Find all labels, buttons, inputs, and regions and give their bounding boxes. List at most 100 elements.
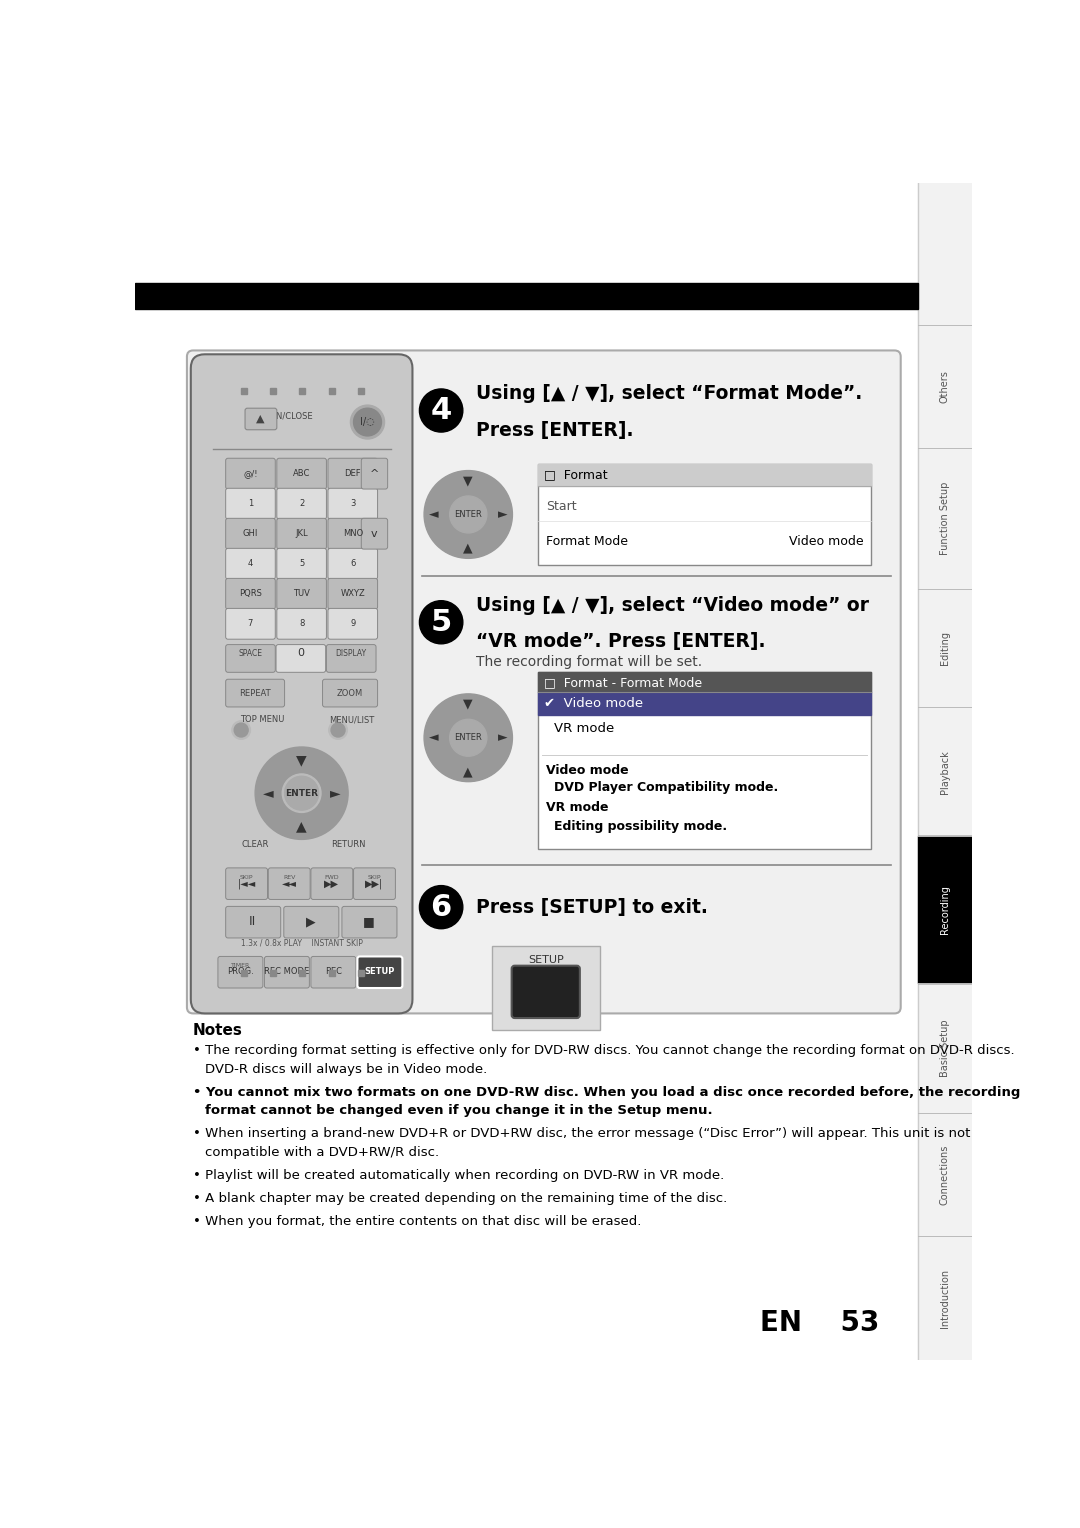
Text: ▼: ▼ (463, 474, 473, 487)
Circle shape (424, 471, 512, 558)
Bar (538, 465, 872, 486)
FancyBboxPatch shape (268, 868, 310, 900)
Text: DVD-R discs will always be in Video mode.: DVD-R discs will always be in Video mode… (205, 1062, 487, 1076)
FancyBboxPatch shape (328, 608, 378, 639)
Text: SPACE: SPACE (239, 648, 262, 657)
Text: ▲: ▲ (296, 819, 307, 833)
Text: Basic Setup: Basic Setup (940, 1019, 950, 1077)
Text: 7: 7 (247, 619, 253, 628)
Text: ►: ► (329, 787, 340, 801)
Text: ▶▶: ▶▶ (324, 879, 339, 888)
Text: REPEAT: REPEAT (240, 689, 271, 698)
FancyBboxPatch shape (512, 966, 580, 1018)
Text: Press [SETUP] to exit.: Press [SETUP] to exit. (476, 897, 707, 917)
Text: WXYZ: WXYZ (340, 590, 365, 599)
FancyBboxPatch shape (328, 549, 378, 579)
FancyBboxPatch shape (226, 680, 284, 707)
Text: ✔  Video mode: ✔ Video mode (544, 697, 644, 711)
FancyBboxPatch shape (328, 518, 378, 549)
Bar (538, 692, 872, 715)
Bar (918, 836, 972, 984)
Text: CLEAR: CLEAR (242, 840, 269, 850)
Text: ◄: ◄ (264, 787, 273, 801)
Text: ▲: ▲ (463, 542, 473, 555)
Text: TOP MENU: TOP MENU (240, 715, 284, 724)
Text: I/◌: I/◌ (361, 417, 375, 426)
FancyBboxPatch shape (276, 518, 326, 549)
Text: REV: REV (283, 876, 296, 880)
Circle shape (328, 721, 348, 740)
Text: ◄◄: ◄◄ (282, 879, 297, 888)
Text: SETUP: SETUP (528, 955, 564, 964)
FancyBboxPatch shape (191, 354, 413, 1013)
Text: format cannot be changed even if you change it in the Setup menu.: format cannot be changed even if you cha… (205, 1105, 713, 1117)
FancyBboxPatch shape (226, 458, 275, 489)
Text: ▼: ▼ (296, 753, 307, 767)
Text: MENU/LIST: MENU/LIST (328, 715, 374, 724)
Text: SKIP: SKIP (240, 876, 254, 880)
Text: VR mode: VR mode (554, 723, 613, 735)
Text: SKIP: SKIP (367, 876, 381, 880)
FancyBboxPatch shape (362, 458, 388, 489)
Bar (918, 183, 972, 1360)
FancyBboxPatch shape (311, 868, 353, 900)
FancyBboxPatch shape (265, 957, 309, 989)
Text: PROG.: PROG. (227, 967, 254, 976)
Circle shape (449, 720, 487, 756)
Text: ◄: ◄ (430, 507, 438, 521)
Text: @/!: @/! (243, 469, 258, 478)
Text: Format Mode: Format Mode (545, 535, 627, 549)
FancyBboxPatch shape (276, 489, 326, 520)
Text: OPEN/CLOSE: OPEN/CLOSE (259, 411, 312, 420)
Text: ▶▶|: ▶▶| (365, 879, 383, 889)
FancyBboxPatch shape (226, 645, 275, 672)
Text: • A blank chapter may be created depending on the remaining time of the disc.: • A blank chapter may be created dependi… (193, 1192, 727, 1206)
Text: Editing: Editing (940, 631, 950, 665)
Text: DISPLAY: DISPLAY (336, 648, 367, 657)
Text: Using [▲ / ▼], select “Video mode” or: Using [▲ / ▼], select “Video mode” or (476, 596, 869, 614)
Circle shape (419, 886, 463, 929)
FancyBboxPatch shape (326, 645, 376, 672)
Text: TUV: TUV (293, 590, 310, 599)
FancyBboxPatch shape (226, 579, 275, 610)
Circle shape (350, 405, 384, 439)
FancyBboxPatch shape (276, 458, 326, 489)
Text: Others: Others (940, 370, 950, 403)
Text: Playback: Playback (940, 750, 950, 793)
Text: DEF: DEF (345, 469, 361, 478)
Circle shape (282, 775, 321, 813)
Text: 2: 2 (299, 500, 305, 509)
Text: ABC: ABC (293, 469, 310, 478)
Text: 3: 3 (350, 500, 355, 509)
Circle shape (332, 723, 345, 736)
FancyBboxPatch shape (357, 957, 403, 989)
Text: □  Format - Format Mode: □ Format - Format Mode (544, 675, 702, 689)
Text: Introduction: Introduction (940, 1268, 950, 1328)
Text: MNO: MNO (342, 529, 363, 538)
Text: ►: ► (498, 507, 508, 521)
FancyBboxPatch shape (276, 608, 326, 639)
Text: ▼: ▼ (463, 697, 473, 711)
FancyBboxPatch shape (226, 518, 275, 549)
Text: REC MODE: REC MODE (265, 967, 310, 976)
Text: GHI: GHI (243, 529, 258, 538)
Text: compatible with a DVD+RW/R disc.: compatible with a DVD+RW/R disc. (205, 1146, 438, 1158)
Text: “VR mode”. Press [ENTER].: “VR mode”. Press [ENTER]. (476, 633, 766, 651)
Text: ►: ► (498, 732, 508, 744)
Text: EN    53: EN 53 (759, 1309, 879, 1337)
Text: 9: 9 (350, 619, 355, 628)
FancyBboxPatch shape (276, 549, 326, 579)
Text: Using [▲ / ▼], select “Format Mode”.: Using [▲ / ▼], select “Format Mode”. (476, 384, 862, 403)
Text: 6: 6 (431, 892, 451, 921)
Text: • When inserting a brand-new DVD+R or DVD+RW disc, the error message (“Disc Erro: • When inserting a brand-new DVD+R or DV… (193, 1128, 971, 1140)
FancyBboxPatch shape (328, 489, 378, 520)
Bar (538, 672, 872, 850)
Text: ENTER: ENTER (455, 733, 482, 743)
FancyBboxPatch shape (245, 408, 276, 429)
Circle shape (449, 497, 487, 533)
Bar (491, 946, 600, 1030)
Text: ENTER: ENTER (455, 510, 482, 520)
FancyBboxPatch shape (284, 906, 339, 938)
Text: Editing possibility mode.: Editing possibility mode. (554, 821, 727, 833)
Text: TIMER: TIMER (231, 963, 251, 969)
